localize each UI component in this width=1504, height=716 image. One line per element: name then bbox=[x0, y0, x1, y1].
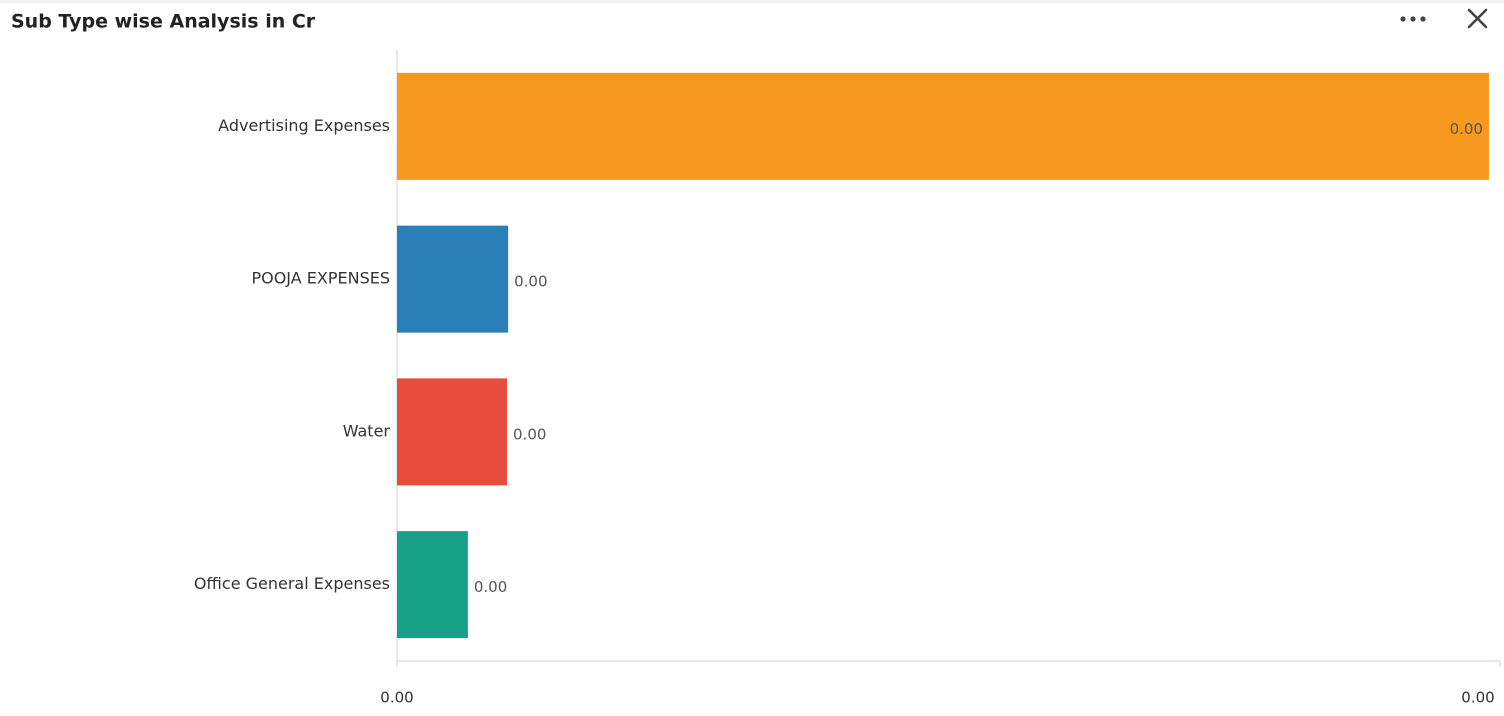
y-tick-label: Water bbox=[343, 421, 391, 440]
chart-title: Sub Type wise Analysis in Cr bbox=[11, 11, 316, 33]
header-shadow bbox=[0, 0, 1504, 3]
close-button[interactable] bbox=[1467, 8, 1488, 29]
value-label: 0.00 bbox=[513, 425, 546, 443]
value-label: 0.00 bbox=[474, 578, 507, 596]
bar bbox=[397, 225, 509, 333]
value-label: 0.00 bbox=[1450, 120, 1483, 138]
bar bbox=[397, 378, 508, 486]
bar bbox=[397, 531, 468, 639]
y-tick-label: Advertising Expenses bbox=[218, 116, 390, 135]
y-tick-label: POOJA EXPENSES bbox=[251, 269, 390, 288]
bar bbox=[397, 72, 1489, 180]
value-label: 0.00 bbox=[514, 273, 547, 291]
x-tick-label: 0.00 bbox=[380, 689, 413, 707]
x-tick-label: 0.00 bbox=[1461, 689, 1494, 707]
y-tick-label: Office General Expenses bbox=[194, 574, 390, 593]
more-options-button[interactable] bbox=[1400, 16, 1426, 22]
